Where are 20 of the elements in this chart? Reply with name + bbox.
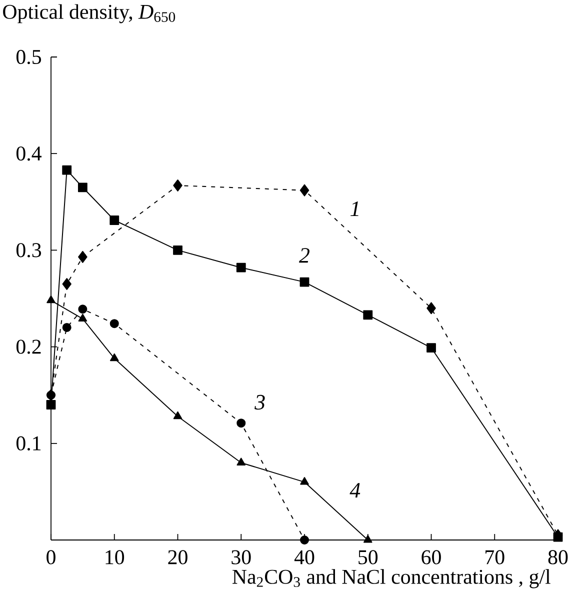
x-tick-label: 60 (422, 550, 441, 564)
x-axis-title: Na$_{2}$CO$_{3}$ and NaCl concentrations , g/l (232, 569, 550, 588)
x-tick-label: 10 (106, 550, 124, 564)
series-label: 2 (299, 248, 310, 263)
x-tick-label: 30 (232, 550, 251, 564)
x-tick-label: 80 (548, 550, 568, 564)
y-tick-label: 0.2 (16, 340, 41, 354)
y-tick-label: 0.5 (16, 50, 42, 64)
series-label: 1 (350, 202, 358, 216)
y-tick-label: 0.1 (16, 436, 41, 451)
x-tick-label: 70 (486, 550, 504, 564)
series-label: 4 (350, 483, 360, 498)
x-tick-label: 0 (46, 550, 56, 564)
series-label: 3 (254, 394, 265, 410)
x-tick-label: 20 (168, 550, 188, 564)
y-tick-label: 0.3 (16, 243, 42, 258)
x-tick-label: 40 (294, 550, 314, 564)
y-axis-title: Optical density, D$_{650}$ (3, 4, 176, 24)
y-tick-label: 0.4 (16, 146, 42, 161)
x-tick-label: 50 (358, 550, 378, 564)
